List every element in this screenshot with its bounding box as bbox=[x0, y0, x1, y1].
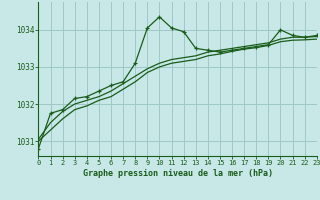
X-axis label: Graphe pression niveau de la mer (hPa): Graphe pression niveau de la mer (hPa) bbox=[83, 169, 273, 178]
